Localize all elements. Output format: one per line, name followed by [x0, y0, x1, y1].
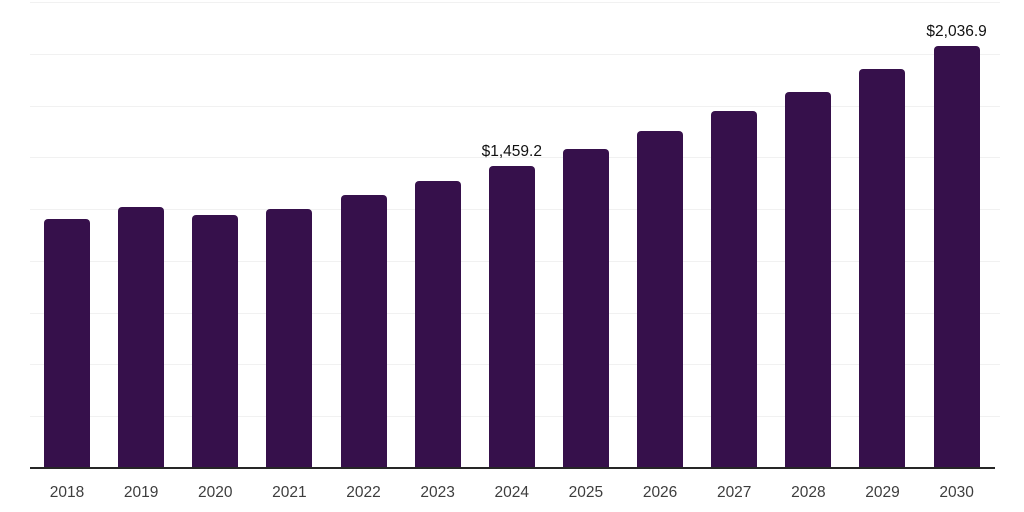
bar-2022 — [340, 194, 387, 468]
gridline-2000 — [30, 53, 1000, 55]
bar-2030 — [933, 46, 980, 468]
bar-2029 — [859, 69, 906, 468]
x-tick-label-2025: 2025 — [568, 484, 604, 501]
x-tick-label-2019: 2019 — [123, 484, 159, 501]
x-tick-label-2026: 2026 — [642, 484, 678, 501]
bar-2027 — [711, 111, 758, 468]
gridline-1750 — [30, 105, 1000, 107]
x-tick-label-2027: 2027 — [716, 484, 752, 501]
data-label-2030: $2,036.9 — [926, 23, 987, 41]
bar-2021 — [266, 209, 313, 468]
x-tick-label-2023: 2023 — [420, 484, 455, 501]
x-tick-label-2022: 2022 — [346, 484, 381, 501]
x-tick-label-2021: 2021 — [272, 484, 307, 501]
data-label-2024: $1,459.2 — [481, 142, 542, 160]
x-tick-label-2020: 2020 — [198, 484, 233, 501]
bar-2025 — [562, 148, 609, 468]
gridline-2250 — [30, 2, 1000, 3]
bar-2024 — [488, 165, 535, 468]
plot-area: $1,459.2 $2,036.9 — [30, 2, 1000, 468]
x-tick-label-2030: 2030 — [939, 484, 974, 501]
bar-2020 — [192, 215, 239, 468]
x-tick-label-2018: 2018 — [49, 484, 85, 501]
x-axis-line — [30, 467, 995, 469]
gridline-1500 — [30, 157, 1000, 159]
bar-2019 — [118, 207, 165, 468]
bar-2018 — [44, 219, 90, 468]
bar-2026 — [637, 130, 684, 468]
x-tick-label-2028: 2028 — [791, 484, 826, 501]
x-tick-label-2029: 2029 — [865, 484, 900, 501]
bar-2028 — [785, 92, 832, 468]
bar-2023 — [414, 180, 461, 468]
x-tick-label-2024: 2024 — [494, 484, 530, 501]
